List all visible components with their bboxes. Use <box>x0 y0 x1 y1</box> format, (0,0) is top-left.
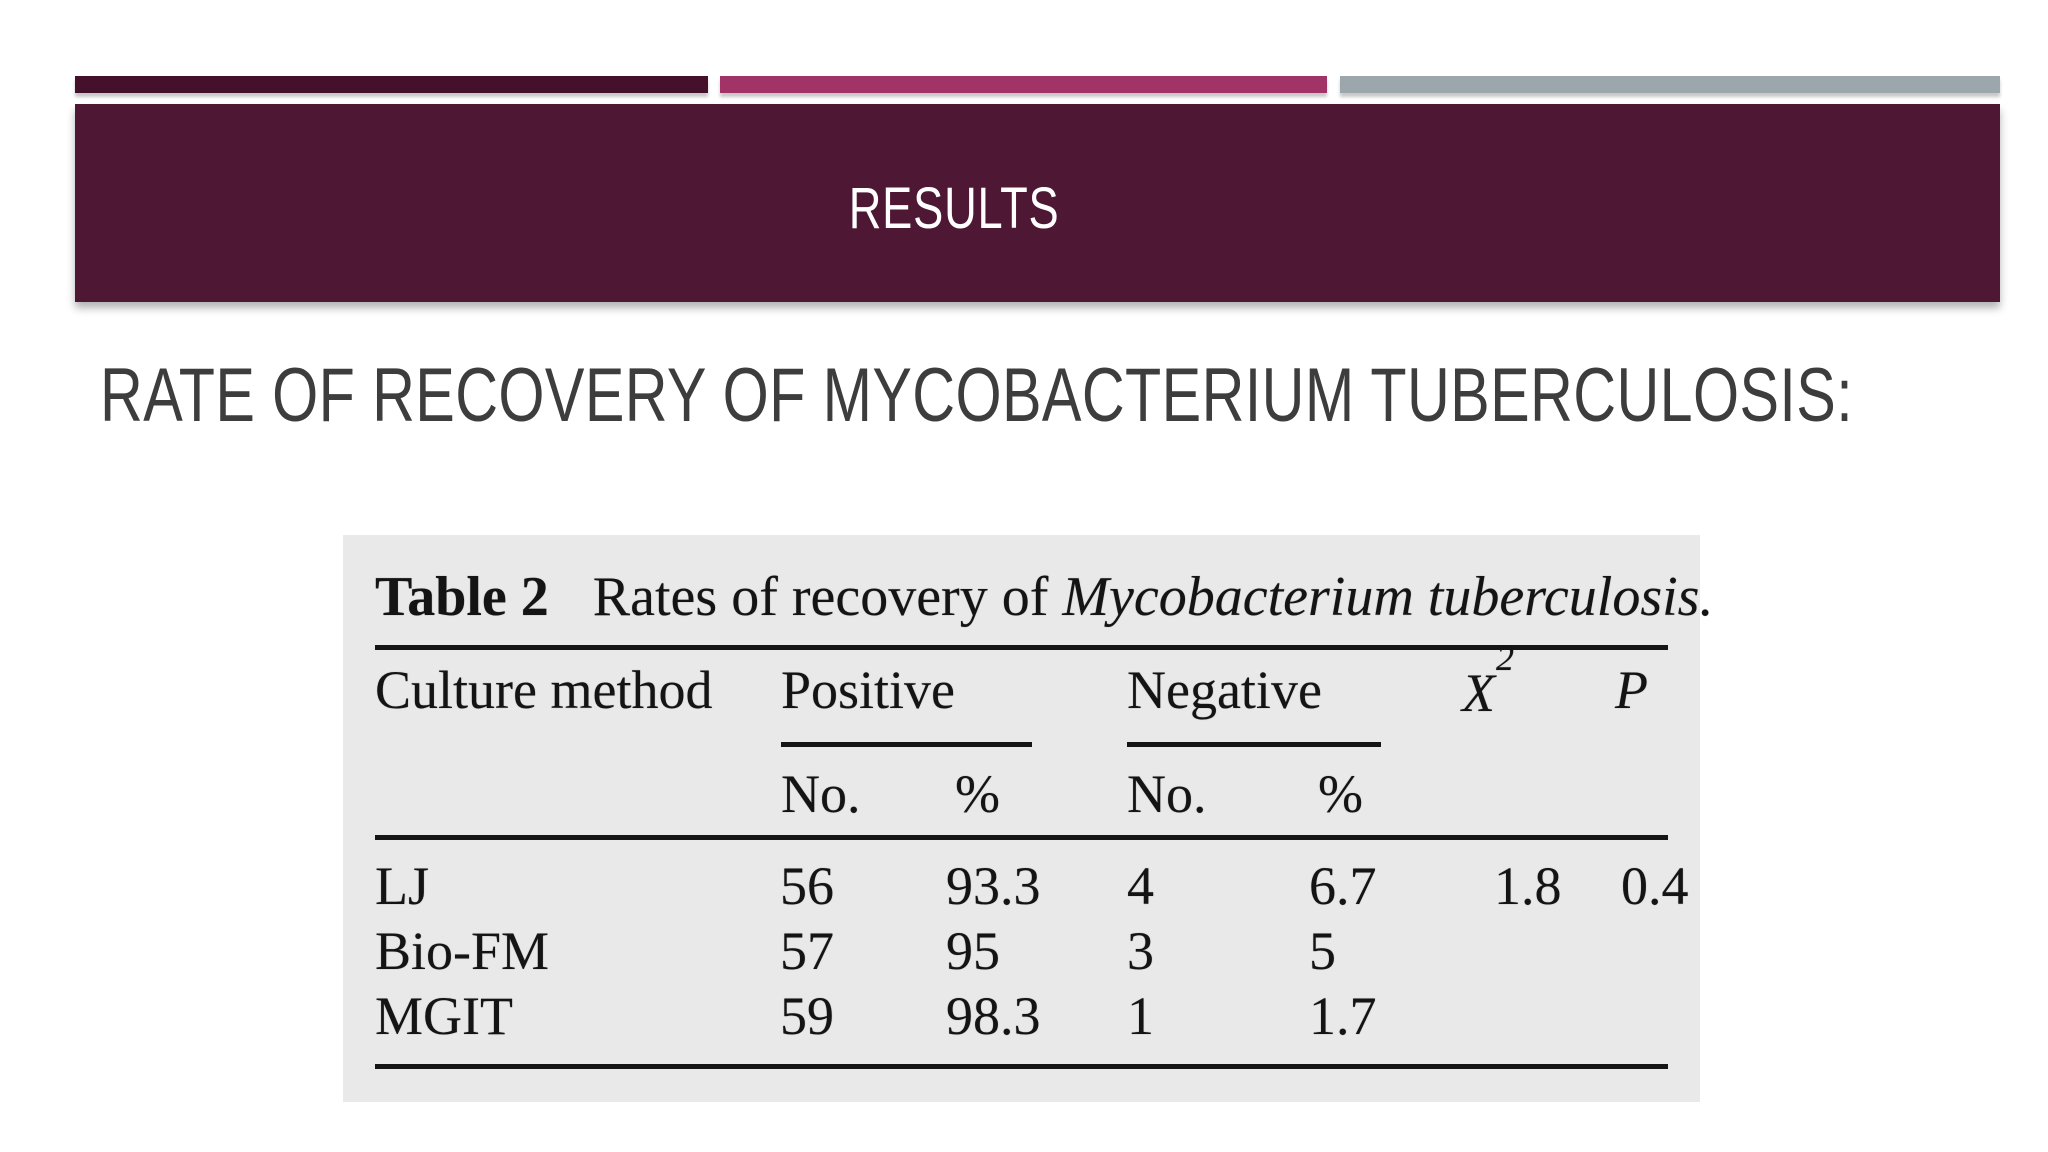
results-banner: RESULTS <box>75 104 2000 302</box>
table-rule-top <box>375 645 1668 650</box>
accent-bar-middle <box>720 76 1327 93</box>
table-figure: Table 2 Rates of recovery of Mycobacterium… <box>343 535 1713 1102</box>
cell-negative-no: 1 <box>1127 986 1154 1046</box>
cell-positive-no: 57 <box>780 921 834 981</box>
cell-method: MGIT <box>375 986 513 1046</box>
cell-positive-no: 56 <box>780 856 834 916</box>
subheader-negative-no: No. <box>1127 764 1207 824</box>
cell-positive-pct: 93.3 <box>946 856 1041 916</box>
cell-chi-squared: 1.8 <box>1494 856 1562 916</box>
header-p-value: P <box>1615 660 1648 720</box>
cell-positive-pct: 98.3 <box>946 986 1041 1046</box>
caption-species: Mycobacterium tuberculosis. <box>1062 566 1714 628</box>
table-row: LJ 56 93.3 4 6.7 1.8 0.4 <box>343 855 1700 917</box>
positive-underline <box>781 742 1032 747</box>
cell-positive-no: 59 <box>780 986 834 1046</box>
cell-p-value: 0.4 <box>1621 856 1689 916</box>
chi-base: X <box>1462 663 1495 723</box>
accent-bar-right <box>1340 76 2000 93</box>
cell-negative-no: 3 <box>1127 921 1154 981</box>
table-rule-mid <box>375 835 1668 840</box>
cell-negative-pct: 6.7 <box>1309 856 1377 916</box>
table-row: Bio-FM 57 95 3 5 <box>343 920 1700 982</box>
caption-text: Rates of recovery of <box>592 566 1049 628</box>
header-negative: Negative <box>1127 660 1322 720</box>
cell-method: Bio-FM <box>375 921 550 981</box>
subheader-negative-pct: % <box>1318 764 1363 824</box>
accent-bar-left <box>75 76 708 93</box>
cell-method: LJ <box>375 856 429 916</box>
table-row: MGIT 59 98.3 1 1.7 <box>343 985 1700 1047</box>
subheader-positive-pct: % <box>955 764 1000 824</box>
cell-negative-no: 4 <box>1127 856 1154 916</box>
subheader-positive-no: No. <box>781 764 861 824</box>
table-rule-bottom <box>375 1064 1668 1069</box>
caption-label: Table 2 <box>375 566 549 628</box>
header-culture-method: Culture method <box>375 660 713 720</box>
negative-underline <box>1127 742 1381 747</box>
chi-exponent: 2 <box>1496 638 1514 678</box>
header-positive: Positive <box>781 660 956 720</box>
cell-negative-pct: 1.7 <box>1309 986 1377 1046</box>
header-chi-squared: X2 <box>1462 638 1514 724</box>
slide-heading: RATE OF RECOVERY OF MYCOBACTERIUM TUBERC… <box>100 353 1854 438</box>
cell-positive-pct: 95 <box>946 921 1000 981</box>
banner-title: RESULTS <box>848 175 1060 241</box>
figure-caption: Table 2 Rates of recovery of Mycobacterium… <box>375 565 1713 629</box>
cell-negative-pct: 5 <box>1309 921 1336 981</box>
